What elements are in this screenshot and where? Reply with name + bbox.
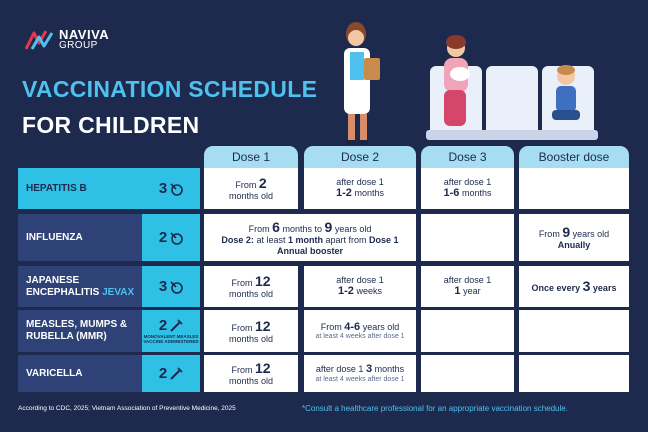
column-header-dose-3: Dose 3 xyxy=(421,146,514,168)
syringe-icon xyxy=(170,366,183,380)
mmr-dose-3 xyxy=(421,310,514,352)
syringe-icon xyxy=(170,318,183,332)
brand-name: NAVIVA xyxy=(59,27,110,42)
vial-icon xyxy=(170,231,183,245)
varicella-dose-3 xyxy=(421,355,514,392)
naviva-logo-icon xyxy=(24,29,54,50)
vial-icon xyxy=(170,182,183,196)
influenza-booster: From 9 years old Anually xyxy=(519,214,629,261)
row-label-varicella: VARICELLA xyxy=(18,355,142,392)
row-label-japanese-encephalitis: JAPANESE ENCEPHALITIS JEVAX xyxy=(18,266,142,307)
mmr-dose-1: From 12 months old xyxy=(204,310,298,352)
varicella-dose-1: From 12 months old xyxy=(204,355,298,392)
column-header-booster: Booster dose xyxy=(519,146,629,168)
row-label-influenza: INFLUENZA xyxy=(18,214,142,261)
column-header-dose-1: Dose 1 xyxy=(204,146,298,168)
hepatitis-b-dose-2: after dose 1 1-2 months xyxy=(304,168,416,209)
row-label-hepatitis-b: HEPATITIS B xyxy=(18,168,142,209)
brand-logo: NAVIVA GROUP xyxy=(24,28,109,51)
dose-count-influenza: 2 xyxy=(142,214,200,261)
title-line-2: FOR CHILDREN xyxy=(22,112,200,138)
hepatitis-b-booster xyxy=(519,168,629,209)
dose-count-japanese-encephalitis: 3 xyxy=(142,266,200,307)
japanese-encephalitis-booster: Once every 3 years xyxy=(519,266,629,307)
column-header-dose-2: Dose 2 xyxy=(304,146,416,168)
dose-count-hepatitis-b: 3 xyxy=(142,168,200,209)
mmr-dose-2: From 4-6 years old at least 4 weeks afte… xyxy=(304,310,416,352)
japanese-encephalitis-dose-2: after dose 1 1-2 weeks xyxy=(304,266,416,307)
hepatitis-b-dose-3: after dose 1 1-6 months xyxy=(421,168,514,209)
brand-sub: GROUP xyxy=(59,40,98,51)
mmr-note: MONOVALENT MEASLES VACCINE ADMINISTERED xyxy=(143,334,199,344)
dose-count-varicella: 2 xyxy=(142,355,200,392)
source-citation: According to CDC, 2025; Vietnam Associat… xyxy=(18,405,236,412)
influenza-dose-1-2: From 6 months to 9 years old Dose 2: at … xyxy=(204,214,416,261)
hepatitis-b-dose-1: From 2 months old xyxy=(204,168,298,209)
varicella-dose-2: after dose 1 3 months at least 4 weeks a… xyxy=(304,355,416,392)
mmr-booster xyxy=(519,310,629,352)
vial-icon xyxy=(170,280,183,294)
japanese-encephalitis-dose-3: after dose 1 1 year xyxy=(421,266,514,307)
influenza-dose-3 xyxy=(421,214,514,261)
row-label-mmr: MEASLES, MUMPS & RUBELLA (MMR) xyxy=(18,310,142,352)
dose-count-mmr: 2 MONOVALENT MEASLES VACCINE ADMINISTERE… xyxy=(142,310,200,352)
doctor-family-illustration xyxy=(344,22,598,145)
title-line-1: VACCINATION SCHEDULE xyxy=(22,76,318,102)
consult-note: *Consult a healthcare professional for a… xyxy=(302,404,568,413)
varicella-booster xyxy=(519,355,629,392)
japanese-encephalitis-dose-1: From 12 months old xyxy=(204,266,298,307)
